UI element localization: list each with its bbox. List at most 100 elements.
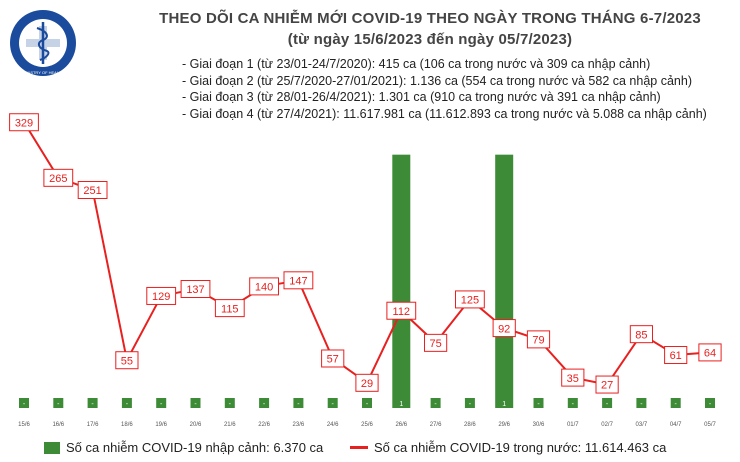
bar-data-label: - (640, 401, 643, 408)
legend-item-domestic: Số ca nhiễm COVID-19 trong nước: 11.614.… (350, 440, 666, 455)
bar-data-label: - (194, 401, 197, 408)
line-data-label-box (146, 286, 177, 305)
legend-label-domestic: Số ca nhiễm COVID-19 trong nước: 11.614.… (374, 440, 667, 455)
x-tick-label: 17/6 (87, 422, 99, 428)
line-data-label-box (9, 113, 39, 132)
bar-label-bg (121, 398, 132, 408)
line-data-label: 147 (289, 276, 307, 288)
line-data-label-box (180, 280, 211, 299)
bar-label-bg (567, 398, 578, 408)
bar-data-label: - (537, 401, 540, 408)
line-data-label: 57 (327, 354, 339, 366)
bar-label-bg (327, 398, 338, 408)
phase-summary-item: - Giai đoạn 3 (từ 28/01-26/4/2021): 1.30… (182, 90, 661, 104)
x-tick-label: 22/6 (258, 422, 270, 428)
bar-label-bg (259, 398, 270, 408)
line-data-label-box (492, 319, 516, 338)
x-tick-label: 30/6 (533, 422, 545, 428)
bar-data-label: - (263, 401, 266, 408)
line-data-label-box (249, 277, 279, 296)
line-data-label-box (664, 346, 688, 365)
bar-label-bg (670, 398, 681, 408)
x-tick-label: 28/6 (464, 422, 476, 428)
bar-label-bg (533, 398, 544, 408)
bar-data-label: - (297, 401, 300, 408)
bar-label-bg (636, 398, 647, 408)
x-tick-label: 15/6 (18, 422, 30, 428)
line-data-label-box (214, 299, 245, 318)
x-tick-label: 03/7 (636, 422, 648, 428)
ministry-of-health-logo: BỘ Y TẾ MINISTRY OF HEALTH (10, 10, 76, 76)
bar-imported (495, 154, 514, 408)
bar-data-label: 1 (502, 401, 506, 408)
line-data-label: 75 (429, 338, 441, 350)
bar-data-label: - (434, 401, 437, 408)
x-tick-label: 21/6 (224, 422, 236, 428)
line-data-label-box (43, 168, 74, 187)
x-tick-label: 05/7 (704, 422, 716, 428)
logo-serpent (36, 27, 50, 61)
x-tick-label: 27/6 (430, 422, 442, 428)
line-data-label-box (526, 330, 551, 349)
bar-data-label: - (366, 401, 369, 408)
legend-label-imported: Số ca nhiễm COVID-19 nhập cảnh: 6.370 ca (66, 440, 324, 455)
x-tick-label: 04/7 (670, 422, 682, 428)
x-tick-label: 18/6 (121, 422, 133, 428)
line-data-label: 125 (461, 295, 479, 307)
bar-label-bg (602, 398, 613, 408)
line-data-label-box (561, 368, 585, 387)
line-data-label: 29 (361, 378, 373, 390)
line-data-label: 137 (186, 284, 204, 296)
line-data-label: 115 (221, 303, 239, 315)
line-data-label: 61 (670, 350, 682, 362)
bar-label-bg (224, 398, 235, 408)
x-tick-label: 26/6 (395, 422, 407, 428)
legend-item-imported: Số ca nhiễm COVID-19 nhập cảnh: 6.370 ca (44, 440, 323, 455)
chart-plot-area: - - - - - - - - - - - 1 - - 1 - - - - - - 329 265 251 55 129 137 11… (9, 113, 722, 428)
bar-data-label: - (709, 401, 712, 408)
bar-data-label: - (91, 401, 94, 408)
x-tick-label: 02/7 (601, 422, 613, 428)
bar-data-label: - (57, 401, 60, 408)
bar-label-bg (87, 398, 98, 408)
x-tick-label: 29/6 (498, 422, 510, 428)
bar-data-label: - (606, 401, 609, 408)
bar-data-label: - (160, 401, 163, 408)
x-tick-label: 24/6 (327, 422, 339, 428)
bar-data-label: - (126, 401, 129, 408)
line-data-label: 140 (255, 282, 273, 294)
line-data-label-box (629, 325, 653, 344)
legend-swatch-line (350, 446, 368, 449)
x-tick-label: 20/6 (190, 422, 202, 428)
line-data-label: 35 (567, 373, 579, 385)
bar-label-bg (156, 398, 167, 408)
bar-data-label: - (332, 401, 335, 408)
line-data-label-box (321, 349, 345, 368)
line-data-label: 79 (532, 335, 544, 347)
line-data-label: 64 (704, 348, 716, 360)
line-data-label: 129 (152, 291, 170, 303)
logo-text-bottom: MINISTRY OF HEALTH (22, 70, 64, 75)
bar-label-bg (293, 398, 304, 408)
line-data-label: 92 (498, 323, 510, 335)
line-data-label-box (595, 375, 619, 394)
bar-data-label: - (23, 401, 26, 408)
bar-label-bg (190, 398, 201, 408)
phase-summary-item: - Giai đoạn 1 (từ 23/01-24/7/2020): 415 … (182, 57, 651, 71)
bar-data-label: 1 (399, 401, 403, 408)
line-data-label-box (386, 301, 417, 320)
x-tick-label: 25/6 (361, 422, 373, 428)
phase-summary-item: - Giai đoạn 2 (từ 25/7/2020-27/01/2021):… (182, 73, 692, 88)
bar-label-bg (19, 398, 29, 408)
line-data-label-box (455, 290, 485, 309)
chart-title: THEO DÕI CA NHIỄM MỚI COVID-19 THEO NGÀY… (159, 10, 701, 27)
line-data-label-box (424, 333, 448, 352)
bar-label-bg (430, 398, 441, 408)
line-data-label: 329 (15, 117, 33, 129)
line-data-label-box (355, 373, 379, 392)
x-tick-label: 23/6 (293, 422, 305, 428)
chart-legend: Số ca nhiễm COVID-19 nhập cảnh: 6.370 ca… (44, 440, 734, 460)
line-data-label: 85 (635, 329, 647, 341)
line-data-label-box (115, 351, 139, 370)
bar-data-label: - (675, 401, 678, 408)
